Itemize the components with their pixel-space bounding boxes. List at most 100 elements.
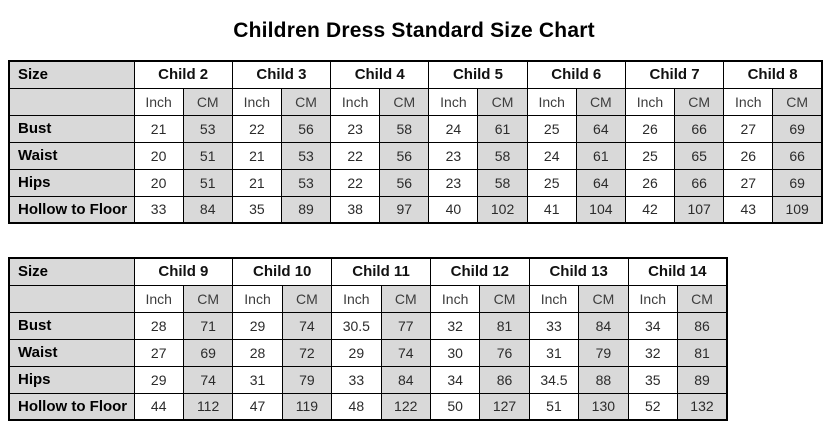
measurement-cell-inch: 25 (526, 114, 577, 143)
measurement-cell-cm: 74 (380, 338, 431, 367)
measurement-cell-inch: 35 (231, 195, 282, 224)
measurement-row: Hollow to Floor 33 84 35 89 38 97 40 102 41 104 42 1… (8, 195, 823, 224)
measurement-cell-inch: 24 (526, 141, 577, 170)
measurement-cell-cm: 53 (280, 141, 332, 170)
measurement-cell-cm: 130 (578, 392, 629, 421)
child-column-header: Child 5 (428, 60, 528, 89)
unit-header-inch: Inch (133, 87, 184, 116)
unit-header-inch: Inch (528, 284, 580, 313)
measurement-cell-cm: 74 (281, 311, 333, 340)
measurement-cell-inch: 21 (133, 114, 184, 143)
measurement-cell-cm: 51 (182, 168, 233, 197)
measurement-cell-cm: 86 (479, 365, 530, 394)
measurement-row: Bust 28 71 29 74 30.5 77 32 81 33 84 34 86 (8, 311, 728, 340)
measurement-cell-cm: 88 (578, 365, 629, 394)
measurement-cell-inch: 22 (231, 114, 282, 143)
measurement-cell-inch: 30 (429, 338, 481, 367)
column-header-row: Size Child 9 Child 10 Child 11 Child 12 Child… (8, 257, 728, 286)
unit-header-cm: CM (772, 87, 823, 116)
measurement-cell-cm: 56 (379, 141, 430, 170)
unit-header-cm: CM (477, 87, 528, 116)
measurement-cell-cm: 58 (477, 141, 528, 170)
measurement-cell-cm: 97 (379, 195, 430, 224)
measurement-cell-cm: 65 (674, 141, 725, 170)
measurement-cell-inch: 21 (231, 168, 282, 197)
measurement-cell-cm: 89 (280, 195, 332, 224)
measurement-cell-cm: 109 (772, 195, 823, 224)
unit-header-cm: CM (380, 284, 431, 313)
measurement-cell-inch: 32 (429, 311, 481, 340)
measurement-cell-inch: 29 (331, 338, 382, 367)
measurement-cell-cm: 69 (772, 114, 823, 143)
measurement-cell-cm: 61 (477, 114, 528, 143)
measurement-cell-cm: 74 (182, 365, 234, 394)
measurement-cell-cm: 64 (575, 114, 626, 143)
measurement-cell-cm: 89 (676, 365, 728, 394)
measurement-cell-cm: 81 (479, 311, 530, 340)
page-title: Children Dress Standard Size Chart (233, 19, 595, 42)
child-column-header: Child 10 (232, 257, 333, 286)
measurement-cell-cm: 56 (280, 114, 332, 143)
measurement-cell-cm: 132 (676, 392, 728, 421)
measurement-cell-cm: 69 (772, 168, 823, 197)
unit-header-inch: Inch (331, 284, 382, 313)
measurement-cell-cm: 119 (281, 392, 333, 421)
measurement-cell-inch: 32 (627, 338, 678, 367)
measurement-cell-inch: 34.5 (528, 365, 580, 394)
measurement-cell-inch: 23 (428, 141, 479, 170)
measurement-cell-inch: 31 (232, 365, 283, 394)
empty-label-cell (8, 87, 135, 116)
measurement-cell-cm: 76 (479, 338, 530, 367)
measurement-row-label: Bust (8, 114, 135, 143)
measurement-cell-cm: 56 (379, 168, 430, 197)
measurement-cell-cm: 71 (182, 311, 234, 340)
measurement-row-label: Hollow to Floor (8, 195, 135, 224)
measurement-cell-cm: 84 (380, 365, 431, 394)
size-chart-table-child-9-14: Size Child 9 Child 10 Child 11 Child 12 Child… (8, 257, 728, 421)
measurement-cell-inch: 33 (133, 195, 184, 224)
measurement-cell-inch: 42 (624, 195, 676, 224)
measurement-cell-inch: 40 (428, 195, 479, 224)
measurement-cell-cm: 77 (380, 311, 431, 340)
measurement-cell-cm: 122 (380, 392, 431, 421)
measurement-cell-cm: 61 (575, 141, 626, 170)
measurement-cell-inch: 26 (624, 114, 676, 143)
child-column-header: Child 6 (526, 60, 626, 89)
child-column-header: Child 3 (231, 60, 332, 89)
unit-header-inch: Inch (627, 284, 678, 313)
unit-header-row: Inch CM Inch CM Inch CM Inch CM Inch CM Inch CM Inch… (8, 87, 823, 116)
measurement-cell-inch: 41 (526, 195, 577, 224)
measurement-cell-inch: 43 (723, 195, 774, 224)
unit-header-inch: Inch (133, 284, 184, 313)
measurement-cell-inch: 21 (231, 141, 282, 170)
measurement-cell-inch: 50 (429, 392, 481, 421)
unit-header-cm: CM (280, 87, 332, 116)
measurement-cell-inch: 29 (133, 365, 184, 394)
measurement-cell-inch: 52 (627, 392, 678, 421)
measurement-row: Waist 27 69 28 72 29 74 30 76 31 79 32 81 (8, 338, 728, 367)
measurement-cell-inch: 20 (133, 168, 184, 197)
measurement-cell-inch: 31 (528, 338, 580, 367)
child-column-header: Child 14 (627, 257, 728, 286)
measurement-cell-cm: 86 (676, 311, 728, 340)
measurement-row-label: Hollow to Floor (8, 392, 135, 421)
measurement-cell-inch: 47 (232, 392, 283, 421)
measurement-cell-cm: 53 (280, 168, 332, 197)
measurement-row: Hips 29 74 31 79 33 84 34 86 34.5 88 35 89 (8, 365, 728, 394)
measurement-cell-cm: 112 (182, 392, 234, 421)
unit-header-inch: Inch (330, 87, 381, 116)
child-column-header: Child 4 (330, 60, 430, 89)
measurement-cell-inch: 24 (428, 114, 479, 143)
child-column-header: Child 7 (624, 60, 725, 89)
unit-header-inch: Inch (624, 87, 676, 116)
unit-header-cm: CM (578, 284, 629, 313)
child-column-header: Child 11 (331, 257, 431, 286)
measurement-cell-inch: 51 (528, 392, 580, 421)
measurement-cell-cm: 66 (772, 141, 823, 170)
size-header-cell: Size (8, 60, 135, 89)
measurement-cell-inch: 44 (133, 392, 184, 421)
unit-header-inch: Inch (526, 87, 577, 116)
empty-label-cell (8, 284, 135, 313)
unit-header-cm: CM (182, 284, 234, 313)
